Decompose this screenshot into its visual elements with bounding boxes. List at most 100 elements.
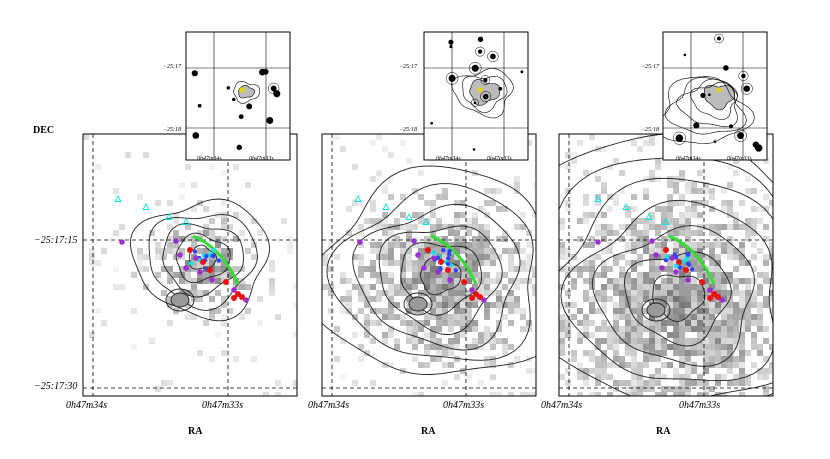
blue-point [689,267,695,272]
blue-point [431,250,436,255]
star-blob [737,132,745,140]
blue-point [665,254,670,260]
star-blob [477,36,484,42]
blue-point [677,265,683,270]
star-blob [236,144,242,151]
inset3-ra-1: 0h47m34s [676,156,701,162]
purple-point [719,297,725,303]
red-point [469,295,475,301]
inset3-dec-1: −25:17 [641,64,660,70]
inset3-ra-2: 0h47m33s [727,156,752,162]
inset1-dec-1: −25:17 [163,64,182,70]
inset-frame [185,31,291,161]
inset1-ra-1: 0h47m34s [197,156,222,162]
triangle-marker [382,203,390,210]
star-blob [226,86,230,90]
purple-point [447,277,453,283]
star-blob [192,132,200,139]
blue-point [446,252,452,257]
red-point [683,267,689,273]
inset-right [662,31,768,161]
triangle-marker [182,218,190,225]
inset1-ra-2: 0h47m33s [249,156,274,162]
blue-point [188,261,194,266]
purple-point [177,252,183,258]
blue-point [453,268,458,273]
ra-tick-mid-2: 0h47m33s [443,400,485,411]
star-blob [498,86,503,91]
red-point [707,295,713,301]
star-blob [266,116,274,124]
ra-axis-label-mid: RA [421,426,436,437]
star-blob [232,97,236,102]
inset-left [185,31,291,161]
inset3-dec-2: −25:18 [641,127,660,133]
purple-point [173,238,179,244]
purple-point [411,238,417,244]
triangle-marker [594,195,602,202]
star-blob [693,122,700,129]
red-point [425,247,431,253]
purple-point [669,255,675,261]
green-arc [668,234,716,285]
blue-point [447,248,452,254]
blue-point [441,247,446,253]
purple-point [435,269,441,275]
red-point [461,279,467,285]
purple-point [685,277,691,283]
star-blob [482,93,489,100]
star-blob [471,64,479,72]
yellow-marker [239,87,245,93]
purple-point [481,297,487,303]
star-blob [520,70,524,74]
red-point [663,247,669,253]
star-blob [246,103,253,110]
dec-tick-1: −25:17:15 [34,235,78,246]
star-blob [449,45,453,49]
inset-frame [662,31,768,161]
red-point [715,294,721,300]
triangle-marker [114,195,122,202]
purple-point [243,297,249,303]
green-arc [192,234,240,285]
purple-point [231,287,237,293]
ra-axis-label-left: RA [188,426,203,437]
blue-point [211,253,216,259]
red-point [223,279,229,285]
yellow-marker [716,87,722,93]
star-blob [713,140,717,144]
inset2-dec-2: −25:18 [399,127,418,133]
blue-point [672,252,677,257]
triangle-marker [142,203,150,210]
purple-point [357,239,363,245]
yellow-marker [477,87,483,93]
star-blob [270,85,277,92]
star-blob [472,148,476,151]
purple-point [707,287,713,293]
ra-tick-right-1: 0h47m34s [541,400,583,411]
inset2-ra-1: 0h47m34s [436,156,461,162]
triangle-marker [622,203,630,210]
red-point [207,267,213,273]
green-arc [430,234,478,285]
star-blob [708,93,711,96]
red-point [438,259,444,265]
purple-point [469,287,475,293]
blue-point [211,247,216,253]
triangle-marker [165,213,173,220]
dec-axis-label: DEC [33,125,55,136]
purple-point [421,265,427,271]
purple-point [673,269,679,275]
red-point [239,294,245,300]
red-point [477,294,483,300]
panel-left [82,133,298,397]
purple-point [183,265,189,271]
star-blob [430,121,433,125]
inset-frame [423,31,529,161]
star-blob [743,85,750,92]
red-point [231,295,237,301]
purple-point [415,252,421,258]
inset-middle [423,31,529,161]
